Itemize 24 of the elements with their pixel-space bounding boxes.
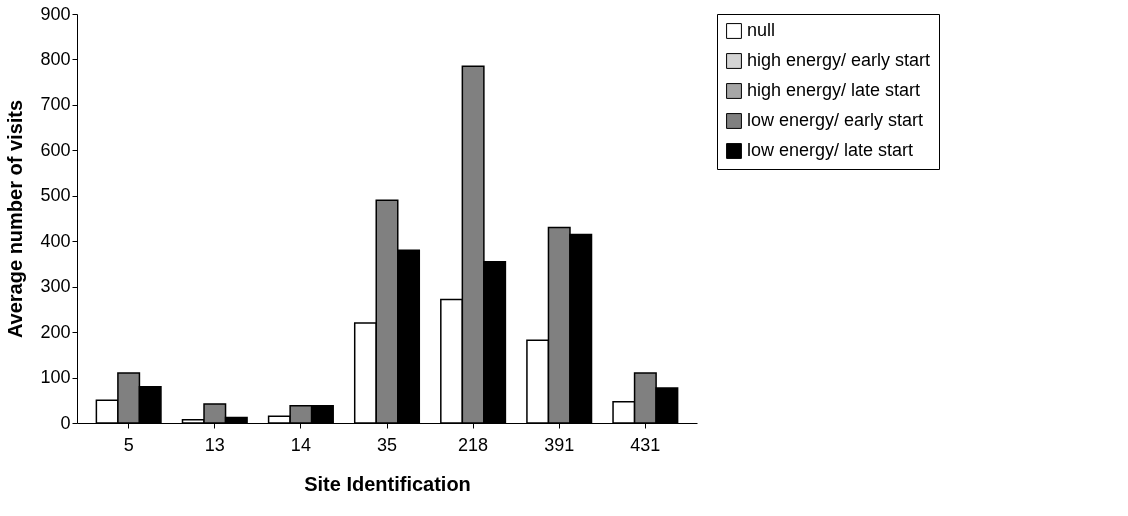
- legend-label: low energy/ early start: [747, 110, 924, 130]
- y-tick-label: 0: [60, 412, 71, 433]
- y-tick-label: 600: [40, 139, 71, 160]
- y-tick-label: 100: [40, 367, 71, 388]
- x-tick-label: 14: [290, 434, 311, 455]
- y-tick-label: 900: [40, 3, 71, 24]
- legend-label: low energy/ late start: [747, 140, 914, 160]
- x-tick-label: 391: [544, 434, 575, 455]
- x-tick-label: 5: [123, 434, 134, 455]
- x-axis-title: Site Identification: [304, 472, 471, 495]
- y-tick-label: 700: [40, 94, 71, 115]
- y-tick-label: 800: [40, 48, 71, 69]
- y-tick-label: 300: [40, 276, 71, 297]
- y-axis-title: Average number of visits: [4, 99, 27, 339]
- x-tick-label: 13: [204, 434, 225, 455]
- x-tick-label: 35: [376, 434, 398, 455]
- y-tick-label: 400: [40, 230, 71, 251]
- x-tick-label: 218: [458, 434, 489, 455]
- legend-label: null: [747, 20, 776, 40]
- y-tick-label: 200: [40, 321, 71, 342]
- y-tick-label: 500: [40, 185, 71, 206]
- legend-label: high energy/ late start: [747, 80, 921, 100]
- x-tick-label: 431: [630, 434, 661, 455]
- legend-label: high energy/ early start: [747, 50, 931, 70]
